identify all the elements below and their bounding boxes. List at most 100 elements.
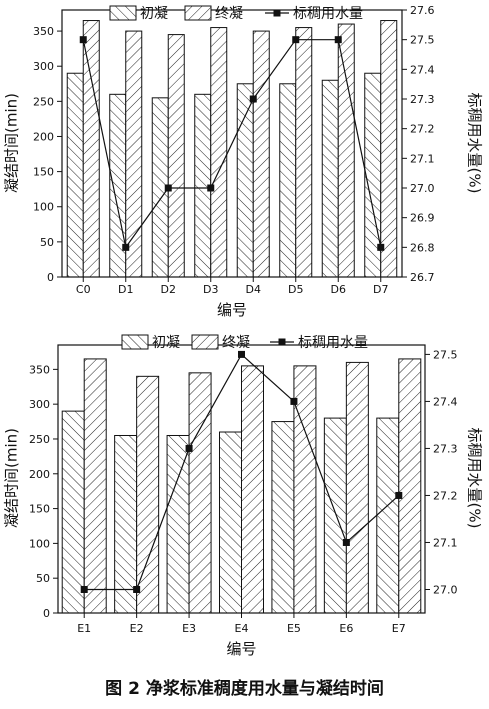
marker-E3 — [185, 444, 193, 452]
marker-E6 — [342, 538, 350, 546]
bar-initial-E1 — [61, 410, 85, 614]
x-tick-label-E4: E4 — [235, 622, 249, 635]
bar-final-D1 — [125, 30, 143, 278]
marker-E2 — [133, 585, 141, 593]
y-tick-label: 300 — [33, 60, 54, 73]
bar-final-D4 — [252, 30, 270, 278]
y2-tick-label: 27.4 — [410, 63, 435, 76]
figure-caption: 图 2 净浆标准稠度用水量与凝结时间 — [105, 679, 384, 699]
marker-D7 — [377, 243, 385, 251]
bar-final-D7 — [380, 20, 398, 278]
x-tick-label-D4: D4 — [246, 283, 261, 296]
y-axis-title: 凝结时间(min) — [3, 93, 21, 193]
y-tick-label: 0 — [47, 271, 54, 284]
x-tick-label-E1: E1 — [77, 622, 91, 635]
y-tick-label: 150 — [29, 503, 50, 516]
bar-final-E6 — [345, 361, 369, 614]
y2-tick-label: 27.2 — [410, 123, 435, 136]
x-tick-label-D3: D3 — [203, 283, 218, 296]
y-tick-label: 300 — [29, 398, 50, 411]
y-tick-label: 250 — [33, 95, 54, 108]
line-water-demand — [82, 39, 382, 249]
x-axis-title: 编号 — [217, 301, 247, 319]
x-axis-title: 编号 — [226, 640, 256, 658]
bar-final-E2 — [136, 375, 160, 614]
legend-label-initial: 初凝 — [152, 334, 180, 351]
bar-initial-D4 — [236, 83, 254, 278]
marker-D5 — [292, 36, 300, 44]
plot-frame — [61, 9, 403, 278]
marker-D4 — [249, 95, 257, 103]
figure-svg: 0 50 100 150 200 250 300 350 26.7 26.8 26.9 27.0 27.… — [3, 4, 484, 658]
x-tick-label-E6: E6 — [339, 622, 353, 635]
marker-D1 — [122, 243, 130, 251]
bar-initial-D6 — [321, 79, 339, 278]
y2-tick-label: 27.5 — [433, 348, 458, 361]
y2-tick-label: 27.6 — [410, 4, 435, 17]
x-tick-label-D5: D5 — [288, 283, 303, 296]
y-tick-label: 200 — [29, 468, 50, 481]
chart-panel-top: 0 50 100 150 200 250 300 350 26.7 26.8 26.9 27.0 27.… — [3, 4, 484, 319]
legend-swatch-initial — [121, 334, 149, 350]
y2-tick-label: 27.2 — [433, 489, 458, 502]
y2-tick-label: 27.0 — [433, 583, 458, 596]
bar-initial-D5 — [279, 83, 297, 278]
legend-label-water: 标稠用水量 — [298, 335, 368, 351]
y2-tick-label: 26.7 — [410, 271, 435, 284]
y2-tick-label: 27.0 — [410, 182, 435, 195]
marker-E5 — [290, 397, 298, 405]
y-tick-label: 50 — [40, 236, 54, 249]
marker-D6 — [334, 36, 342, 44]
y-tick-label: 250 — [29, 433, 50, 446]
marker-D3 — [207, 184, 215, 192]
x-tick-label-E3: E3 — [182, 622, 196, 635]
bar-final-E7 — [398, 358, 422, 614]
y2-tick-label: 27.3 — [433, 442, 458, 455]
y-tick-label: 150 — [33, 166, 54, 179]
legend-marker — [278, 338, 286, 346]
y-tick-label: 100 — [33, 201, 54, 214]
bar-final-E3 — [188, 372, 212, 614]
bar-initial-E7 — [376, 417, 400, 614]
bar-initial-C0 — [66, 72, 84, 278]
marker-E1 — [80, 585, 88, 593]
y-tick-label: 350 — [33, 25, 54, 38]
y2-tick-label: 27.4 — [433, 395, 458, 408]
x-tick-label-D1: D1 — [118, 283, 133, 296]
bar-initial-E6 — [323, 417, 347, 614]
bar-initial-E3 — [166, 434, 190, 614]
legend: 初凝 终凝 标稠用水量 — [121, 334, 368, 351]
legend-label-final: 终凝 — [222, 335, 250, 351]
y2-axis-title: 标稠用水量(%) — [466, 93, 484, 194]
x-tick-label-D2: D2 — [161, 283, 176, 296]
y-axis-title: 凝结时间(min) — [3, 428, 21, 528]
y-tick-label: 50 — [36, 572, 50, 585]
y2-tick-label: 27.5 — [410, 34, 435, 47]
y2-tick-label: 27.1 — [433, 536, 458, 549]
x-tick-label-C0: C0 — [76, 283, 91, 296]
legend: 初凝 终凝 标稠用水量 — [109, 5, 363, 22]
legend-label-final: 终凝 — [215, 6, 243, 22]
bar-final-C0 — [82, 20, 100, 278]
x-tick-label-E5: E5 — [287, 622, 301, 635]
x-tick-label-D6: D6 — [331, 283, 346, 296]
legend-swatch-final — [191, 334, 219, 350]
legend-swatch-final — [184, 5, 212, 21]
legend-label-water: 标稠用水量 — [293, 6, 363, 22]
y2-axis-title: 标稠用水量(%) — [466, 428, 484, 529]
y2-tick-label: 26.9 — [410, 212, 435, 225]
marker-C0 — [79, 36, 87, 44]
legend-swatch-initial — [109, 5, 137, 21]
chart-panel-bottom: 0 50 100 150 200 250 300 350 27.0 27.1 27.2 27.3 27.… — [3, 334, 484, 658]
bar-final-E1 — [83, 358, 107, 614]
marker-E4 — [238, 350, 245, 358]
bar-final-D6 — [337, 23, 355, 278]
bar-final-D3 — [210, 27, 228, 278]
x-tick-label-E7: E7 — [392, 622, 406, 635]
bar-final-D5 — [295, 27, 313, 278]
x-tick-label-E2: E2 — [130, 622, 144, 635]
y-tick-label: 350 — [29, 363, 50, 376]
y2-tick-label: 27.1 — [410, 152, 435, 165]
bar-final-E4 — [241, 365, 264, 614]
bar-initial-E4 — [219, 431, 242, 614]
